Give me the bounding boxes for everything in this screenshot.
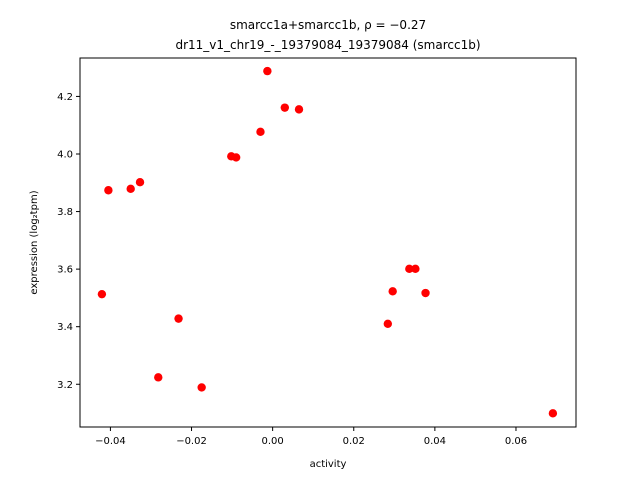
data-point — [548, 409, 558, 418]
y-axis: 3.2 3.4 3.6 3.8 4.0 4.2 — [57, 92, 80, 391]
data-point — [174, 314, 183, 323]
data-point — [126, 184, 135, 194]
x-tick-label: 0.00 — [262, 436, 284, 447]
data-point — [135, 177, 145, 187]
data-point — [405, 264, 414, 274]
y-tick-label: 3.2 — [57, 380, 73, 391]
x-tick-label: 0.06 — [505, 436, 527, 447]
data-points — [97, 66, 558, 418]
data-point — [421, 288, 430, 298]
data-point — [97, 289, 107, 299]
x-axis-label: activity — [310, 459, 347, 470]
x-tick-label: 0.02 — [343, 436, 365, 447]
x-axis: −0.04 −0.02 0.00 0.02 0.04 0.06 — [95, 427, 527, 447]
data-point — [104, 186, 113, 195]
data-point — [383, 319, 393, 329]
y-axis-label: expression (log₂tpm) — [29, 190, 40, 294]
data-point — [256, 127, 265, 137]
plot-area — [79, 57, 577, 428]
y-tick-label: 4.2 — [57, 92, 73, 103]
plot-frame — [79, 57, 577, 428]
y-tick-label: 4.0 — [57, 149, 73, 160]
chart-title: smarcc1a+smarcc1b, ρ = −0.27 — [230, 18, 426, 32]
data-point — [263, 66, 272, 76]
data-point — [280, 103, 290, 112]
data-point — [411, 264, 420, 274]
data-point — [154, 373, 163, 382]
x-tick-label: −0.04 — [95, 436, 126, 447]
y-tick-label: 3.6 — [57, 265, 73, 276]
data-point — [388, 287, 397, 296]
data-point — [294, 105, 304, 114]
x-tick-label: 0.04 — [424, 436, 446, 447]
chart-subtitle: dr11_v1_chr19_-_19379084_19379084 (smarc… — [175, 38, 480, 52]
data-point — [231, 153, 241, 162]
y-tick-label: 3.4 — [57, 322, 73, 333]
y-tick-label: 3.8 — [57, 207, 73, 218]
x-tick-label: −0.02 — [176, 436, 207, 447]
data-point — [197, 383, 206, 392]
